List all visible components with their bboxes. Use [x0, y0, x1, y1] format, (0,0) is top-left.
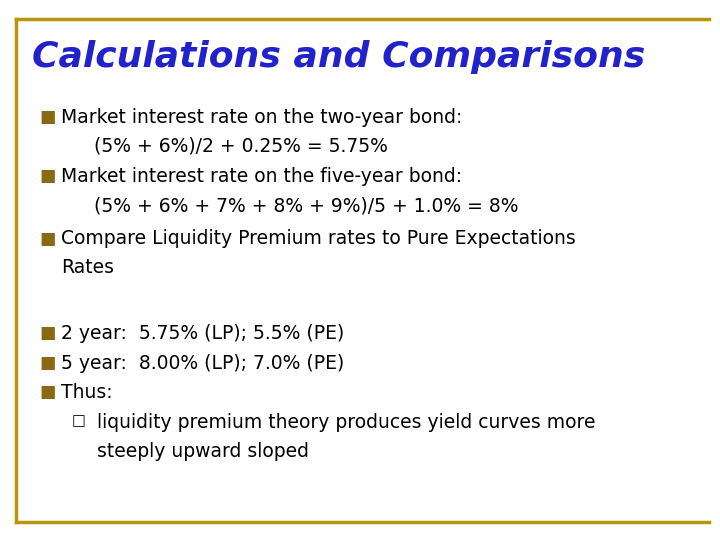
Text: (5% + 6%)/2 + 0.25% = 5.75%: (5% + 6%)/2 + 0.25% = 5.75%	[94, 137, 387, 156]
Text: Thus:: Thus:	[61, 383, 113, 402]
Text: Compare Liquidity Premium rates to Pure Expectations: Compare Liquidity Premium rates to Pure …	[61, 230, 576, 248]
Text: liquidity premium theory produces yield curves more: liquidity premium theory produces yield …	[97, 413, 595, 432]
Text: ■: ■	[40, 108, 56, 126]
Text: Market interest rate on the five-year bond:: Market interest rate on the five-year bo…	[61, 167, 462, 186]
Text: ■: ■	[40, 354, 56, 372]
Text: ■: ■	[40, 167, 56, 185]
Text: ■: ■	[40, 324, 56, 342]
Text: Calculations and Comparisons: Calculations and Comparisons	[32, 40, 646, 75]
Text: (5% + 6% + 7% + 8% + 9%)/5 + 1.0% = 8%: (5% + 6% + 7% + 8% + 9%)/5 + 1.0% = 8%	[94, 196, 518, 215]
Text: 2 year:  5.75% (LP); 5.5% (PE): 2 year: 5.75% (LP); 5.5% (PE)	[61, 324, 344, 343]
Text: 5 year:  8.00% (LP); 7.0% (PE): 5 year: 8.00% (LP); 7.0% (PE)	[61, 354, 344, 373]
Text: steeply upward sloped: steeply upward sloped	[97, 442, 309, 461]
Text: ■: ■	[40, 230, 56, 247]
Text: Rates: Rates	[61, 258, 114, 277]
Text: Market interest rate on the two-year bond:: Market interest rate on the two-year bon…	[61, 108, 462, 127]
Text: ■: ■	[40, 383, 56, 401]
Text: □: □	[72, 413, 86, 428]
